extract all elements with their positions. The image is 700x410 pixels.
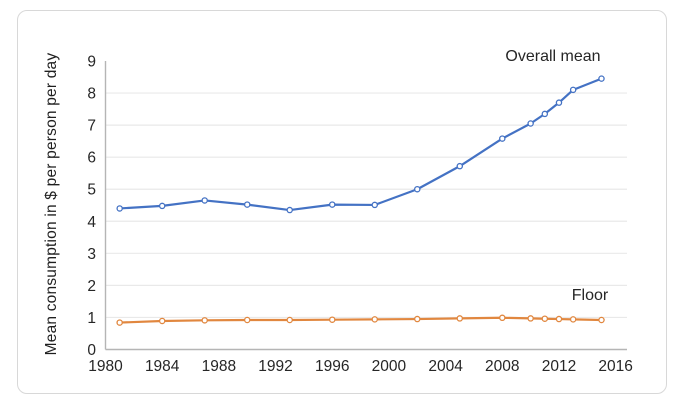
data-point-marker <box>414 185 421 193</box>
y-tick-label: 4 <box>87 214 96 231</box>
data-point-marker <box>456 162 464 170</box>
y-axis-title: Mean consumption in $ per person per day <box>43 52 60 356</box>
x-tick-label: 2004 <box>428 358 463 375</box>
x-tick-label: 2008 <box>485 358 519 375</box>
x-tick-label: 2000 <box>372 358 407 375</box>
x-tick-label: 1984 <box>145 358 180 375</box>
y-tick-label: 5 <box>87 182 96 199</box>
x-tick-label: 1996 <box>315 358 349 375</box>
data-point-marker <box>499 314 506 322</box>
data-point-marker <box>598 75 605 82</box>
data-point-marker <box>158 202 166 210</box>
data-point-marker <box>158 317 166 325</box>
y-tick-label: 3 <box>87 246 96 263</box>
data-point-marker <box>541 110 549 118</box>
data-point-marker <box>569 316 577 323</box>
data-point-marker <box>328 201 336 208</box>
data-point-marker <box>243 201 251 208</box>
series-label-overall-mean: Overall mean <box>505 48 601 65</box>
data-point-marker <box>499 135 506 142</box>
x-tick-label: 2012 <box>542 358 576 375</box>
data-point-marker <box>243 316 251 324</box>
data-point-marker <box>541 315 549 322</box>
x-tick-label: 1980 <box>88 358 123 375</box>
x-tick-label: 2016 <box>598 358 632 375</box>
data-point-marker <box>414 315 421 323</box>
y-tick-label: 2 <box>87 278 96 295</box>
data-point-marker <box>201 317 208 324</box>
data-point-marker <box>371 201 379 209</box>
series-label-floor: Floor <box>571 287 609 304</box>
y-tick-label: 1 <box>87 310 96 327</box>
data-point-marker <box>116 205 123 212</box>
y-tick-label: 9 <box>87 54 96 71</box>
x-tick-label: 1988 <box>202 358 236 375</box>
y-tick-label: 6 <box>87 150 96 167</box>
data-point-marker <box>555 315 563 323</box>
y-tick-label: 8 <box>87 86 96 103</box>
data-point-marker <box>527 315 534 322</box>
data-point-marker <box>286 316 293 324</box>
data-point-marker <box>569 86 577 94</box>
chart-card <box>17 10 667 394</box>
data-point-marker <box>598 316 605 324</box>
data-point-marker <box>328 316 336 323</box>
y-tick-label: 0 <box>87 342 96 359</box>
y-tick-label: 7 <box>87 118 96 135</box>
data-point-marker <box>286 206 293 214</box>
data-point-marker <box>555 99 563 106</box>
data-point-marker <box>371 316 379 323</box>
series-line-overall-mean <box>119 77 602 212</box>
data-point-marker <box>116 319 123 326</box>
x-tick-label: 1992 <box>258 358 292 375</box>
data-point-marker <box>201 197 208 204</box>
data-point-marker <box>456 315 464 322</box>
data-point-marker <box>527 120 534 127</box>
